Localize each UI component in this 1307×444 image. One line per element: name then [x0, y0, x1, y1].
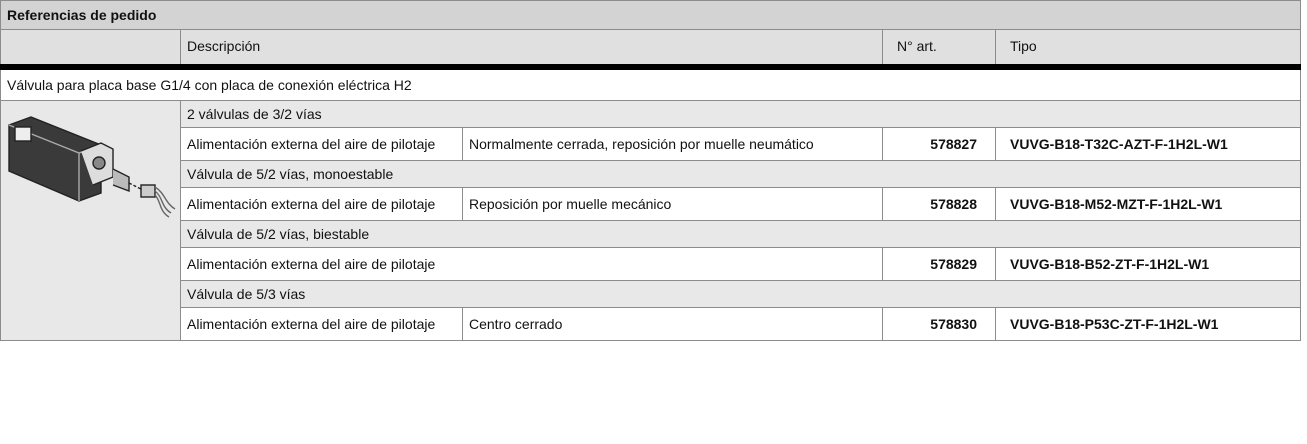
group-row: Válvula de 5/2 vías, biestable	[1, 220, 1302, 248]
item-article: 578828	[882, 187, 996, 221]
item-row: Alimentación externa del aire de pilotaj…	[1, 127, 1302, 161]
group-heading: Válvula de 5/2 vías, biestable	[179, 220, 1302, 248]
item-article: 578829	[882, 247, 996, 281]
group-row: Válvula de 5/3 vías	[1, 280, 1302, 308]
item-type: VUVG-B18-M52-MZT-F-1H2L-W1	[994, 187, 1302, 221]
item-description: Alimentación externa del aire de pilotaj…	[180, 247, 883, 281]
item-description: Reposición por muelle mecánico	[462, 187, 883, 221]
header-article: N° art.	[882, 29, 996, 70]
group-heading: 2 válvulas de 3/2 vías	[179, 100, 1302, 128]
group-heading: Válvula de 5/2 vías, monoestable	[179, 160, 1302, 188]
header-row: Descripción N° art. Tipo	[0, 29, 1302, 70]
header-empty	[0, 29, 181, 70]
item-row: Alimentación externa del aire de pilotaj…	[1, 187, 1302, 221]
group-heading: Válvula de 5/3 vías	[179, 280, 1302, 308]
group-row: 2 válvulas de 3/2 vías	[0, 100, 1302, 341]
item-description: Centro cerrado	[462, 307, 883, 341]
item-type: VUVG-B18-P53C-ZT-F-1H2L-W1	[994, 307, 1302, 341]
header-type: Tipo	[994, 29, 1302, 70]
item-description: Alimentación externa del aire de pilotaj…	[180, 307, 463, 341]
section-title: Válvula para placa base G1/4 con placa d…	[0, 66, 1302, 101]
item-row: Alimentación externa del aire de pilotaj…	[1, 247, 1302, 281]
header-description: Descripción	[180, 29, 883, 70]
item-row: Alimentación externa del aire de pilotaj…	[1, 307, 1302, 341]
group-row: Válvula de 5/2 vías, monoestable	[1, 160, 1302, 188]
item-article: 578827	[882, 127, 996, 161]
product-image-cell	[0, 100, 181, 341]
item-type: VUVG-B18-T32C-AZT-F-1H2L-W1	[994, 127, 1302, 161]
table-body: Referencias de pedido Descripción N° art…	[0, 0, 1302, 341]
item-description: Normalmente cerrada, reposición por muel…	[462, 127, 883, 161]
item-description: Alimentación externa del aire de pilotaj…	[180, 127, 463, 161]
order-table: Referencias de pedido Descripción N° art…	[0, 0, 1302, 341]
item-description: Alimentación externa del aire de pilotaj…	[180, 187, 463, 221]
item-article: 578830	[882, 307, 996, 341]
section-row: Válvula para placa base G1/4 con placa d…	[0, 66, 1302, 101]
item-type: VUVG-B18-B52-ZT-F-1H2L-W1	[994, 247, 1302, 281]
valve-illustration	[8, 116, 176, 218]
table-title: Referencias de pedido	[0, 0, 1302, 30]
title-row: Referencias de pedido	[0, 0, 1302, 30]
